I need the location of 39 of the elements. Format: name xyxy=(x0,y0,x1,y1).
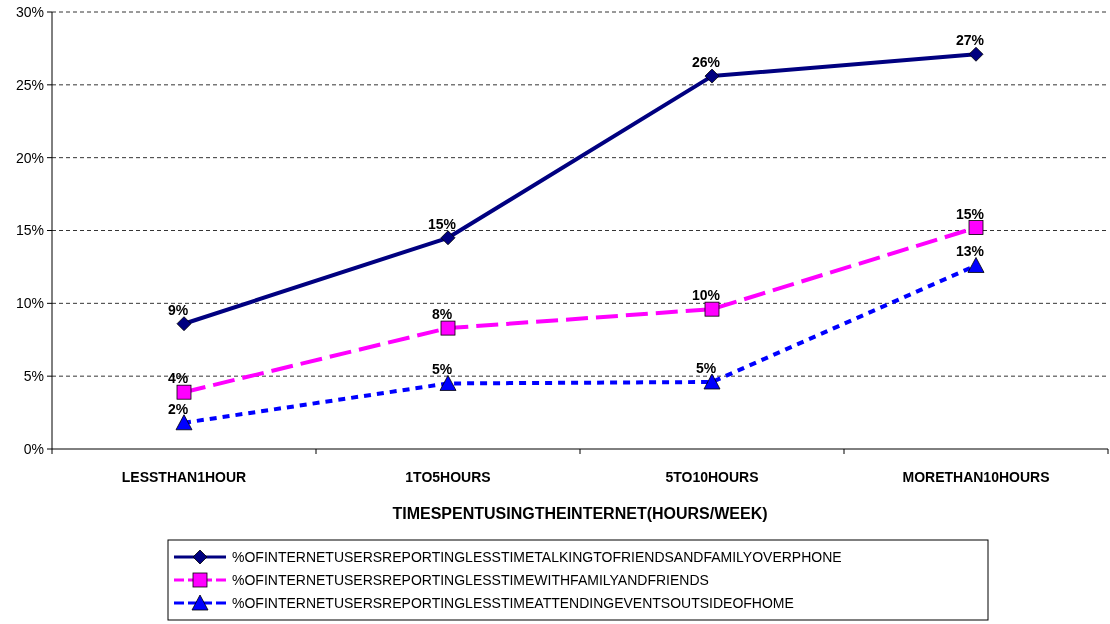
x-tick-label: 1TO5HOURS xyxy=(405,469,491,485)
data-label: 5% xyxy=(431,361,453,378)
y-tick-label: 30% xyxy=(15,3,44,20)
y-tick-label: 5% xyxy=(23,368,44,385)
x-tick-label: MORETHAN10HOURS xyxy=(902,469,1050,485)
point xyxy=(704,68,720,84)
point xyxy=(703,373,721,390)
data-label: 27% xyxy=(955,32,985,49)
x-axis-title: TIMESPENTUSINGTHEINTERNET(HOURS/WEEK) xyxy=(392,505,768,522)
y-tick-label: 15% xyxy=(15,222,44,239)
point xyxy=(176,384,192,400)
point xyxy=(967,257,985,273)
legend-label: %OFINTERNETUSERSREPORTINGLESSTIMEWITHFAMILYANDFRIENDS xyxy=(232,571,709,588)
data-label: 8% xyxy=(431,306,453,323)
data-label: 26% xyxy=(691,54,721,71)
point xyxy=(175,414,193,431)
y-tick-label: 25% xyxy=(15,76,44,93)
y-tick-label: 0% xyxy=(23,440,44,457)
point xyxy=(704,301,720,317)
point xyxy=(439,375,457,391)
point xyxy=(968,220,984,235)
data-label: 15% xyxy=(955,205,985,222)
point xyxy=(440,320,456,336)
point xyxy=(968,46,984,62)
data-label: 10% xyxy=(691,287,721,304)
data-label: 15% xyxy=(427,215,457,232)
legend-label: %OFINTERNETUSERSREPORTINGLESSTIMEATTENDINGEVENTSOUTSIDEOFHOME xyxy=(232,594,794,611)
point xyxy=(176,316,192,332)
data-label: 9% xyxy=(167,301,189,318)
legend-label: %OFINTERNETUSERSREPORTINGLESSTIMETALKINGTOFRIENDSANDFAMILYOVERPHONE xyxy=(232,548,842,565)
data-label: 4% xyxy=(167,370,189,387)
data-label: 2% xyxy=(167,400,189,417)
y-tick-label: 20% xyxy=(15,149,44,166)
data-label: 5% xyxy=(695,359,717,376)
x-tick-label: 5TO10HOURS xyxy=(665,469,759,485)
data-label: 13% xyxy=(955,243,985,260)
y-tick-label: 10% xyxy=(15,295,44,312)
x-tick-label: LESSTHAN1HOUR xyxy=(121,469,247,485)
point xyxy=(440,230,456,246)
